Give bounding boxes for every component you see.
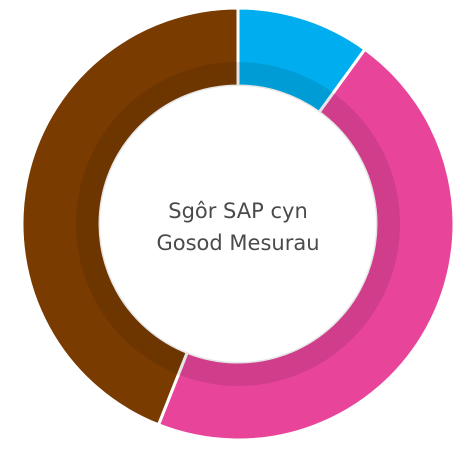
center-label: Sgôr SAP cyn	[168, 199, 308, 223]
inner-shadow	[76, 62, 400, 386]
donut-segment	[156, 47, 455, 442]
center-label: Gosod Mesurau	[156, 231, 319, 255]
donut	[20, 6, 455, 442]
donut-segment	[20, 6, 240, 427]
